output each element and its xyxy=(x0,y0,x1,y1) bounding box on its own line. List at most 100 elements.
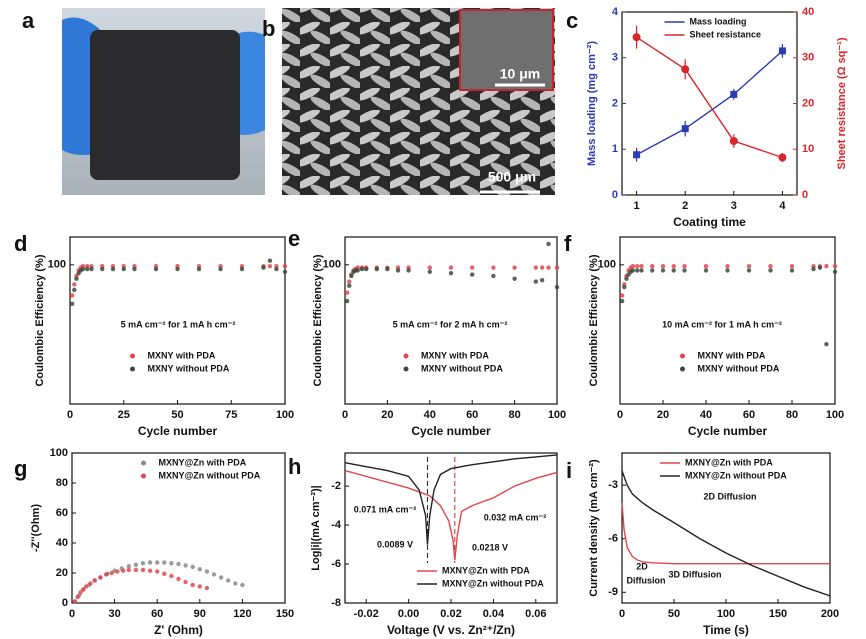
marker xyxy=(681,125,689,133)
marker xyxy=(546,265,551,270)
marker xyxy=(218,575,224,580)
marker xyxy=(427,269,432,274)
marker xyxy=(72,287,77,293)
marker xyxy=(274,266,279,272)
marker xyxy=(406,268,411,273)
plot-frame xyxy=(621,11,798,196)
x-tick-label: 0 xyxy=(619,608,625,620)
marker xyxy=(539,265,545,270)
fabric xyxy=(90,30,240,180)
marker xyxy=(619,293,625,298)
series-line xyxy=(636,50,783,156)
y2-tick-label: 30 xyxy=(802,52,814,64)
x-tick-label: 0.06 xyxy=(525,608,546,620)
legend-label: MXNY@Zn without PDA xyxy=(159,470,261,480)
x-tick-label: 2 xyxy=(682,200,688,212)
legend-swatch xyxy=(403,353,409,359)
y-tick-label: 4 xyxy=(612,6,619,18)
x-tick-label: 0.02 xyxy=(440,608,461,620)
marker xyxy=(624,276,629,281)
marker xyxy=(147,568,153,573)
marker xyxy=(98,575,103,580)
legend-label: Mass loading xyxy=(690,16,747,26)
x-tick-label: 60 xyxy=(743,409,755,421)
marker xyxy=(190,564,195,570)
plot-frame xyxy=(71,452,286,604)
y-tick-label: 40 xyxy=(56,537,68,549)
marker xyxy=(153,266,159,272)
marker xyxy=(183,579,188,585)
legend-label: MXNY with PDA xyxy=(148,350,216,360)
x-tick-label: 120 xyxy=(233,608,251,620)
y-axis-label: Log|i|(mA cm⁻²)| xyxy=(310,485,322,571)
marker xyxy=(347,283,352,288)
scale-label: 10 μm xyxy=(500,66,540,82)
marker xyxy=(512,276,517,281)
series-line xyxy=(621,470,831,597)
x-axis-label: Cycle number xyxy=(411,424,491,438)
panel-letter: b xyxy=(262,16,275,41)
marker xyxy=(344,290,350,295)
marker xyxy=(132,266,137,272)
y-axis-label: Coulombic Efficiency (%) xyxy=(312,254,324,386)
marker xyxy=(140,561,146,566)
y-tick-label: 0 xyxy=(612,189,618,201)
x-tick-label: 40 xyxy=(424,409,436,421)
marker xyxy=(240,582,245,588)
marker xyxy=(121,266,126,272)
marker xyxy=(239,266,245,272)
marker xyxy=(778,47,786,55)
marker xyxy=(746,268,752,273)
panel-letter: c xyxy=(566,8,578,33)
marker xyxy=(512,265,517,270)
y-tick-label: -2 xyxy=(331,480,341,492)
marker xyxy=(635,264,640,269)
marker xyxy=(832,264,838,269)
photo-panel xyxy=(62,8,265,195)
panel-letter: g xyxy=(14,456,27,481)
marker xyxy=(162,560,167,565)
x-tick-label: 1 xyxy=(634,200,640,212)
x-tick-label: 0.04 xyxy=(483,608,505,620)
y2-tick-label: 20 xyxy=(802,97,814,109)
marker xyxy=(183,563,188,568)
marker xyxy=(671,268,676,273)
y-tick-label: -6 xyxy=(608,533,618,545)
annotation: Diffusion xyxy=(627,575,666,585)
marker xyxy=(92,578,97,583)
marker xyxy=(533,279,538,284)
marker xyxy=(74,276,79,281)
y-tick-label: 100 xyxy=(323,259,341,271)
marker xyxy=(650,268,655,273)
marker xyxy=(78,590,83,595)
marker xyxy=(115,569,120,574)
marker xyxy=(100,266,105,272)
marker xyxy=(427,265,432,270)
marker xyxy=(633,151,641,159)
marker xyxy=(533,265,538,270)
marker xyxy=(824,341,829,347)
x-axis-label: Voltage (V vs. Zn²⁺/Zn) xyxy=(387,623,515,637)
marker xyxy=(491,273,496,279)
y-tick-label: 0 xyxy=(62,597,68,609)
marker xyxy=(75,594,80,600)
marker xyxy=(778,153,787,162)
legend-label: Sheet resistance xyxy=(690,29,762,39)
x-tick-label: 200 xyxy=(821,608,839,620)
marker xyxy=(133,567,139,573)
marker xyxy=(395,268,401,273)
marker xyxy=(349,273,354,279)
marker xyxy=(355,268,360,273)
marker xyxy=(155,560,160,565)
legend-swatch xyxy=(141,473,146,479)
marker xyxy=(364,266,369,272)
marker xyxy=(639,264,644,269)
x-tick-label: 80 xyxy=(508,409,520,421)
y-tick-label: 100 xyxy=(598,259,616,271)
legend-label: MXNY without PDA xyxy=(421,363,503,373)
series-line xyxy=(344,469,558,561)
x-axis-label: Z' (Ohm) xyxy=(154,623,203,637)
marker xyxy=(703,264,709,269)
legend-label: MXNY with PDA xyxy=(421,350,489,360)
